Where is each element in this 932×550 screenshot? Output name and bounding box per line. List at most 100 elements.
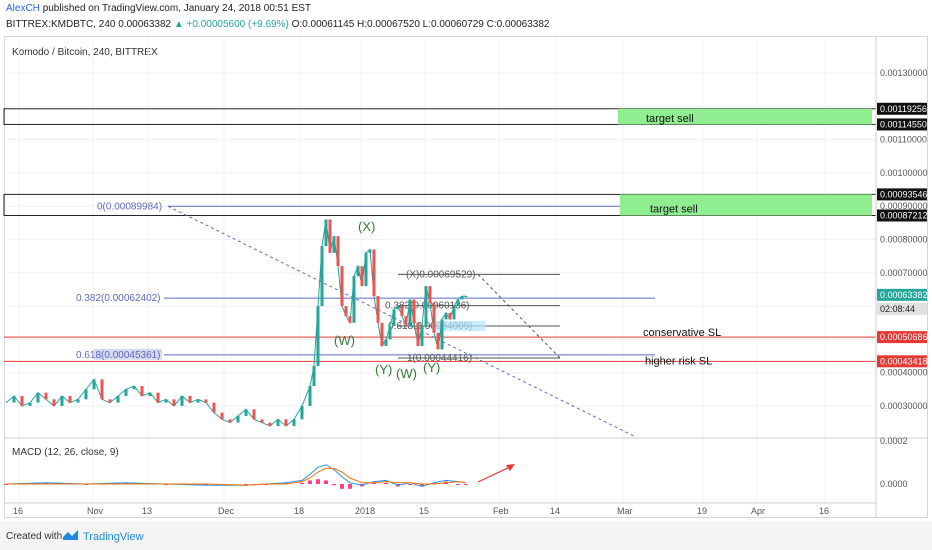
- price-candle: [340, 266, 344, 307]
- price-candle: [20, 396, 24, 406]
- price-candle: [148, 392, 152, 397]
- price-candle: [52, 399, 56, 406]
- price-level-tag-text: 0.00050686: [880, 332, 928, 342]
- price-candle: [180, 396, 184, 406]
- price-candle: [68, 396, 72, 403]
- wave-label: (W): [334, 333, 355, 348]
- price-level-tag: [877, 331, 927, 344]
- macd-hist-bar: [384, 482, 388, 484]
- time-tick-label: 13: [142, 506, 152, 516]
- price-candle: [380, 322, 384, 347]
- price-candle: [400, 306, 404, 317]
- price-level-tag-text: 0.00093546: [880, 189, 928, 199]
- macd-hist-bar: [372, 482, 376, 484]
- macd-hist-bar: [308, 480, 312, 484]
- time-tick-label: 18: [294, 506, 304, 516]
- price-candle: [220, 412, 224, 420]
- target-sell-box-2: [620, 194, 872, 216]
- higher-risk-sl-label: higher risk SL: [645, 355, 712, 367]
- price-tick-label: 0.00070000: [880, 268, 928, 278]
- price-tick-label: 0.00080000: [880, 235, 928, 245]
- price-candle: [420, 326, 424, 347]
- macd-hist-bar: [348, 484, 352, 489]
- author-link[interactable]: AlexCH: [6, 3, 40, 14]
- price-candle: [188, 396, 192, 403]
- macd-hist-bar: [204, 484, 208, 486]
- price-tick-label: 0.00130000: [880, 68, 928, 78]
- fib-trend-line: [167, 205, 637, 438]
- price-candle: [444, 312, 448, 320]
- tradingview-logo-icon: [62, 529, 80, 544]
- price-candle: [404, 316, 408, 327]
- fib-0-label: 0(0.00089984): [97, 201, 162, 212]
- price-candle: [440, 319, 444, 350]
- price-candle: [396, 306, 400, 310]
- ohlc-values: O:0.00061145 H:0.00067520 L:0.00060729 C…: [291, 19, 550, 30]
- price-tick-label: 0.00090000: [880, 201, 928, 211]
- price-candle: [284, 419, 288, 426]
- macd-hist-bar: [432, 482, 436, 484]
- price-candle: [412, 299, 416, 323]
- price-level-tag: [877, 102, 927, 115]
- price-candle: [260, 419, 264, 423]
- macd-hist-bar: [332, 484, 336, 486]
- price-candle: [300, 406, 304, 420]
- price-candle: [364, 252, 368, 287]
- time-tick-label: Dec: [218, 506, 235, 516]
- price-level-tag: [877, 355, 927, 368]
- price-level-tag: [877, 209, 927, 222]
- price-candle: [236, 415, 240, 423]
- signal-line: [6, 467, 467, 486]
- price-candle: [92, 379, 96, 390]
- price-candle: [292, 419, 296, 426]
- macd-hist-bar: [464, 484, 468, 485]
- time-tick-label: 16: [13, 506, 23, 516]
- publish-line: AlexCH published on TradingView.com, Jan…: [6, 3, 311, 14]
- created-with: Created with: [6, 531, 63, 542]
- fib-618-label: 0.618(0.00045361): [76, 350, 161, 361]
- price-candle: [356, 266, 360, 277]
- small-fib-label: 0.618(0.00054009): [388, 321, 473, 332]
- price-candle: [320, 246, 324, 307]
- time-tick-label: 14: [550, 506, 560, 516]
- price-candle: [100, 379, 104, 400]
- time-tick-label: Nov: [87, 506, 104, 516]
- macd-hist-bar: [300, 482, 304, 484]
- publish-info: published on TradingView.com, January 24…: [42, 3, 312, 14]
- wave-label: (Y): [375, 362, 392, 377]
- price-candle: [28, 402, 32, 406]
- price-candle: [156, 392, 160, 403]
- tradingview-brand[interactable]: TradingView: [83, 531, 144, 543]
- price-candle: [196, 399, 200, 403]
- price-candle: [348, 316, 352, 323]
- macd-hist-bar: [340, 484, 344, 489]
- macd-hist-bar: [124, 482, 128, 484]
- price-candle: [324, 219, 328, 247]
- price-candle: [372, 249, 376, 297]
- price-candle: [336, 236, 340, 267]
- target-sell-box-1: [618, 108, 872, 125]
- time-tick-label: 19: [697, 506, 707, 516]
- wave-label: (X): [358, 219, 375, 234]
- price-candle: [172, 399, 176, 406]
- price-candle: [460, 296, 464, 300]
- price-candle: [448, 312, 452, 320]
- price-level-tag-text: 0.00043418: [880, 356, 928, 366]
- price-candle: [44, 392, 48, 400]
- price-tick-label: 0.00110000: [880, 135, 927, 145]
- price-level-tag-text: 0.00063382: [880, 290, 928, 300]
- price-level-tag: [877, 302, 927, 315]
- small-fib-diag: [477, 274, 561, 359]
- price-candle: [76, 399, 80, 403]
- macd-hist-bar: [44, 482, 48, 484]
- price-candle: [416, 322, 420, 347]
- price-change: ▲ +0.00005600 (+9.69%): [173, 19, 289, 30]
- price-level-tag: [877, 118, 927, 131]
- price-candle: [60, 396, 64, 406]
- footer: Created with TradingView: [0, 521, 932, 550]
- macd-hist-bar: [284, 482, 288, 484]
- macd-hist-bar: [408, 484, 412, 485]
- fib-382-label: 0.382(0.00062402): [76, 293, 161, 304]
- price-candle: [408, 299, 412, 327]
